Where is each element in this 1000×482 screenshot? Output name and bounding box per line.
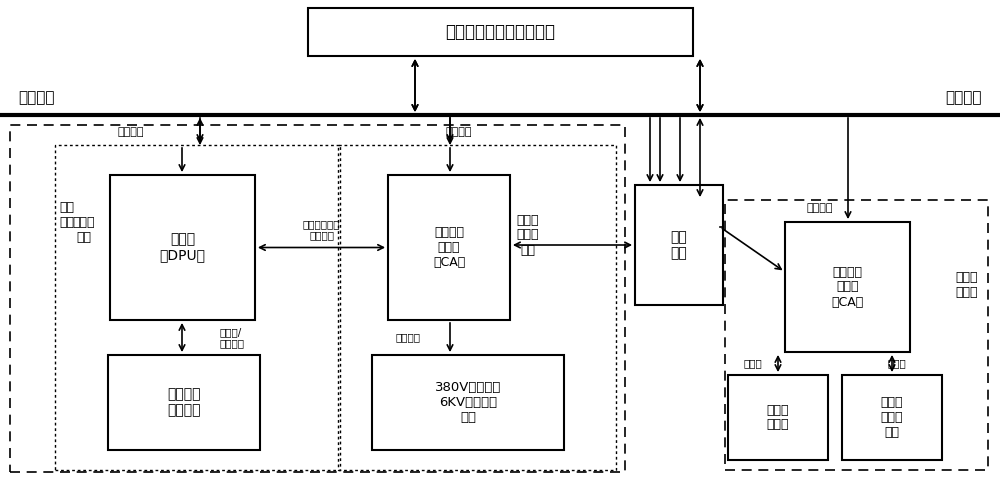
Bar	[635, 185, 723, 305]
Text: 单元
机组: 单元 机组	[60, 201, 74, 229]
Bar	[308, 8, 693, 56]
Text: 现场总线
主站卡
（CA）: 现场总线 主站卡 （CA）	[831, 266, 864, 308]
Bar	[338, 145, 616, 470]
Text: 升压站
自动化: 升压站 自动化	[956, 271, 978, 299]
Text: 热工电气一体化监控主站: 热工电气一体化监控主站	[446, 23, 556, 41]
Text: 现场仪表
执行机构: 现场仪表 执行机构	[167, 388, 201, 417]
Bar	[55, 145, 340, 470]
Bar	[728, 375, 828, 460]
Text: 高压测
控保护
装置: 高压测 控保护 装置	[881, 396, 903, 439]
Text: 控制器
（DPU）: 控制器 （DPU）	[160, 232, 206, 263]
Bar	[842, 375, 942, 460]
Text: 厂用电
电气自
动化: 厂用电 电气自 动化	[517, 214, 539, 256]
Text: 通信管理: 通信管理	[445, 127, 472, 137]
Text: 公用系统: 公用系统	[946, 91, 982, 106]
Text: 以太网: 以太网	[887, 359, 906, 369]
Text: 380V测控保护
6KV微机综保
装置: 380V测控保护 6KV微机综保 装置	[435, 381, 501, 424]
Text: 通信管理: 通信管理	[807, 203, 833, 213]
Text: 隔离
装置: 隔离 装置	[671, 230, 687, 260]
Text: 通信管理: 通信管理	[118, 127, 144, 137]
Bar	[108, 355, 260, 450]
Bar	[372, 355, 564, 450]
Text: 硬接线/
现场总线: 硬接线/ 现场总线	[220, 327, 245, 348]
Text: 热工自
动化: 热工自 动化	[73, 216, 95, 244]
Text: 现场总线: 现场总线	[395, 333, 420, 343]
Text: 线路保
护装置: 线路保 护装置	[767, 403, 789, 431]
Bar	[725, 200, 988, 470]
Text: 单元机组: 单元机组	[18, 91, 54, 106]
Bar	[388, 175, 510, 320]
Text: 现场总线
主站卡
（CA）: 现场总线 主站卡 （CA）	[433, 226, 465, 269]
Text: 高速实时网络
控制协议: 高速实时网络 控制协议	[303, 219, 340, 241]
Bar	[785, 222, 910, 352]
Bar	[110, 175, 255, 320]
Bar	[10, 125, 625, 472]
Text: 以太网: 以太网	[743, 359, 762, 369]
